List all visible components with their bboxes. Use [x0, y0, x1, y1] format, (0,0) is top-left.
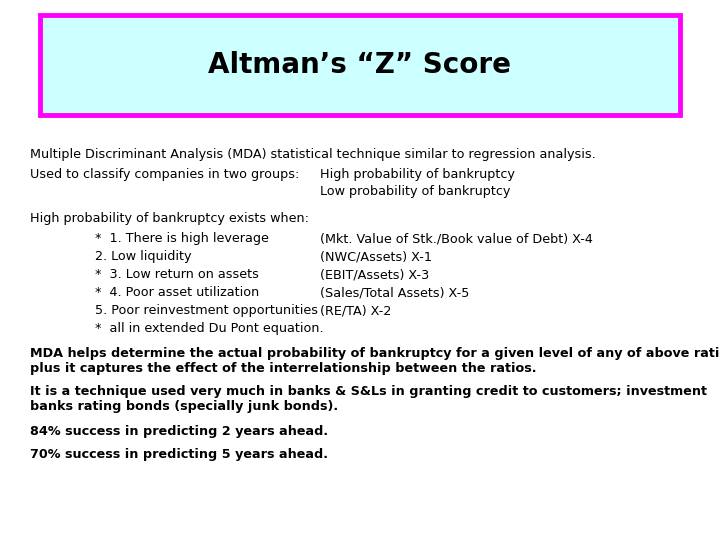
Text: 70% success in predicting 5 years ahead.: 70% success in predicting 5 years ahead. — [30, 448, 328, 461]
Text: banks rating bonds (specially junk bonds).: banks rating bonds (specially junk bonds… — [30, 400, 338, 413]
Text: *  all in extended Du Pont equation.: * all in extended Du Pont equation. — [95, 322, 323, 335]
Text: High probability of bankruptcy: High probability of bankruptcy — [320, 168, 515, 181]
Text: Multiple Discriminant Analysis (MDA) statistical technique similar to regression: Multiple Discriminant Analysis (MDA) sta… — [30, 148, 595, 161]
Text: (Sales/Total Assets) X-5: (Sales/Total Assets) X-5 — [320, 286, 469, 299]
Text: It is a technique used very much in banks & S&Ls in granting credit to customers: It is a technique used very much in bank… — [30, 385, 707, 398]
Text: (Mkt. Value of Stk./Book value of Debt) X-4: (Mkt. Value of Stk./Book value of Debt) … — [320, 232, 593, 245]
Text: *  3. Low return on assets: * 3. Low return on assets — [95, 268, 259, 281]
Text: Used to classify companies in two groups:: Used to classify companies in two groups… — [30, 168, 300, 181]
Text: Low probability of bankruptcy: Low probability of bankruptcy — [320, 185, 510, 198]
Text: Altman’s “Z” Score: Altman’s “Z” Score — [209, 51, 511, 79]
Text: *  4. Poor asset utilization: * 4. Poor asset utilization — [95, 286, 259, 299]
Text: MDA helps determine the actual probability of bankruptcy for a given level of an: MDA helps determine the actual probabili… — [30, 347, 720, 360]
Text: 5. Poor reinvestment opportunities: 5. Poor reinvestment opportunities — [95, 304, 318, 317]
Text: *  1. There is high leverage: * 1. There is high leverage — [95, 232, 269, 245]
Bar — [40, 15, 680, 115]
Text: plus it captures the effect of the interrelationship between the ratios.: plus it captures the effect of the inter… — [30, 362, 536, 375]
Text: (NWC/Assets) X-1: (NWC/Assets) X-1 — [320, 250, 432, 263]
Text: 2. Low liquidity: 2. Low liquidity — [95, 250, 192, 263]
Text: 84% success in predicting 2 years ahead.: 84% success in predicting 2 years ahead. — [30, 425, 328, 438]
Text: (EBIT/Assets) X-3: (EBIT/Assets) X-3 — [320, 268, 429, 281]
Text: (RE/TA) X-2: (RE/TA) X-2 — [320, 304, 392, 317]
Text: High probability of bankruptcy exists when:: High probability of bankruptcy exists wh… — [30, 212, 309, 225]
